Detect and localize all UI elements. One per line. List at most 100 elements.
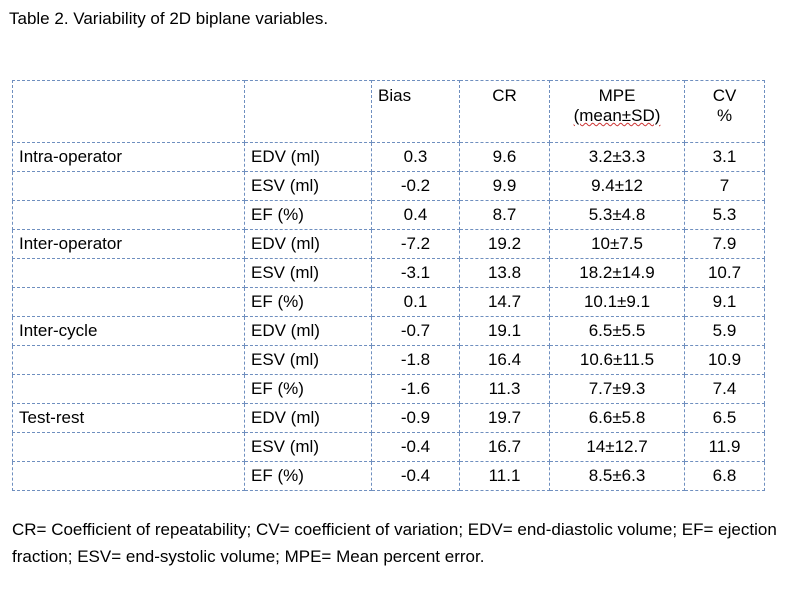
variable-cell: EDV (ml) [244,316,372,346]
variable-cell: EF (%) [244,374,372,404]
bias-cell: 0.1 [371,287,460,317]
table-row: Test-rest EDV (ml) -0.9 19.7 6.6±5.8 6.5 [12,403,765,433]
cv-cell: 6.8 [684,461,765,491]
mpe-cell: 5.3±4.8 [549,200,685,230]
table-row: Intra-operator EDV (ml) 0.3 9.6 3.2±3.3 3.1 [12,142,765,172]
table-row: EF (%) -0.4 11.1 8.5±6.3 6.8 [12,461,765,491]
group-cell: Inter-cycle [12,316,245,346]
cr-cell: 19.2 [459,229,550,259]
group-cell: Test-rest [12,403,245,433]
cv-cell: 10.7 [684,258,765,288]
variable-cell: EDV (ml) [244,403,372,433]
header-cv-line1: CV [712,86,737,105]
cv-cell: 7 [684,171,765,201]
cv-cell: 10.9 [684,345,765,375]
cv-cell: 5.3 [684,200,765,230]
table-row: ESV (ml) -0.2 9.9 9.4±12 7 [12,171,765,201]
group-cell [12,432,245,462]
mpe-cell: 8.5±6.3 [549,461,685,491]
mpe-cell: 3.2±3.3 [549,142,685,172]
mpe-cell: 18.2±14.9 [549,258,685,288]
bias-cell: -0.2 [371,171,460,201]
table-body: Bias CR MPE (mean±SD) CV % Intra-operato… [12,80,765,491]
mpe-cell: 6.5±5.5 [549,316,685,346]
header-row: Bias CR MPE (mean±SD) CV % [12,80,765,143]
cv-cell: 6.5 [684,403,765,433]
header-mpe-line1: MPE [598,86,636,105]
variable-cell: ESV (ml) [244,432,372,462]
bias-cell: -0.4 [371,432,460,462]
table-row: ESV (ml) -0.4 16.7 14±12.7 11.9 [12,432,765,462]
variable-cell: EF (%) [244,200,372,230]
cv-cell: 5.9 [684,316,765,346]
cr-cell: 19.7 [459,403,550,433]
cr-cell: 16.4 [459,345,550,375]
bias-cell: -7.2 [371,229,460,259]
bias-cell: -1.6 [371,374,460,404]
group-cell: Intra-operator [12,142,245,172]
variable-cell: ESV (ml) [244,171,372,201]
table-row: ESV (ml) -3.1 13.8 18.2±14.9 10.7 [12,258,765,288]
bias-cell: 0.3 [371,142,460,172]
group-cell: Inter-operator [12,229,245,259]
mpe-cell: 6.6±5.8 [549,403,685,433]
group-cell [12,287,245,317]
mpe-cell: 10.1±9.1 [549,287,685,317]
header-bias: Bias [371,80,460,143]
cr-cell: 8.7 [459,200,550,230]
group-cell [12,461,245,491]
header-cv: CV % [684,80,765,143]
cr-cell: 9.6 [459,142,550,172]
table-row: EF (%) -1.6 11.3 7.7±9.3 7.4 [12,374,765,404]
bias-cell: 0.4 [371,200,460,230]
variable-cell: EF (%) [244,461,372,491]
mpe-cell: 10±7.5 [549,229,685,259]
group-cell [12,258,245,288]
group-cell [12,171,245,201]
bias-cell: -0.9 [371,403,460,433]
cv-cell: 3.1 [684,142,765,172]
bias-cell: -0.7 [371,316,460,346]
mpe-cell: 9.4±12 [549,171,685,201]
header-cell-variable [244,80,372,143]
cr-cell: 19.1 [459,316,550,346]
group-cell [12,374,245,404]
bias-cell: -3.1 [371,258,460,288]
header-mpe-line2-text: (mean±SD) [573,106,661,125]
table-caption: Table 2. Variability of 2D biplane varia… [9,9,329,28]
cr-cell: 16.7 [459,432,550,462]
table-row: EF (%) 0.4 8.7 5.3±4.8 5.3 [12,200,765,230]
cv-cell: 9.1 [684,287,765,317]
header-cell-group [12,80,245,143]
bias-cell: -0.4 [371,461,460,491]
variable-cell: EF (%) [244,287,372,317]
cv-cell: 7.4 [684,374,765,404]
variable-cell: ESV (ml) [244,258,372,288]
table-row: ESV (ml) -1.8 16.4 10.6±11.5 10.9 [12,345,765,375]
group-cell [12,200,245,230]
variable-cell: EDV (ml) [244,142,372,172]
table-row: Inter-cycle EDV (ml) -0.7 19.1 6.5±5.5 5.9 [12,316,765,346]
table-row: EF (%) 0.1 14.7 10.1±9.1 9.1 [12,287,765,317]
variable-cell: ESV (ml) [244,345,372,375]
cv-cell: 7.9 [684,229,765,259]
variable-cell: EDV (ml) [244,229,372,259]
variability-table: Bias CR MPE (mean±SD) CV % Intra-operato… [12,80,765,491]
mpe-cell: 10.6±11.5 [549,345,685,375]
mpe-cell: 14±12.7 [549,432,685,462]
header-mpe: MPE (mean±SD) [549,80,685,143]
header-cv-line2: % [716,106,733,125]
bias-cell: -1.8 [371,345,460,375]
cr-cell: 9.9 [459,171,550,201]
table-row: Inter-operator EDV (ml) -7.2 19.2 10±7.5 7.9 [12,229,765,259]
cv-cell: 11.9 [684,432,765,462]
header-mpe-line2: (mean±SD) [556,106,678,126]
cr-cell: 11.1 [459,461,550,491]
header-cr: CR [459,80,550,143]
mpe-cell: 7.7±9.3 [549,374,685,404]
group-cell [12,345,245,375]
cr-cell: 11.3 [459,374,550,404]
table-footnote: CR= Coefficient of repeatability; CV= co… [12,520,777,566]
cr-cell: 14.7 [459,287,550,317]
cr-cell: 13.8 [459,258,550,288]
